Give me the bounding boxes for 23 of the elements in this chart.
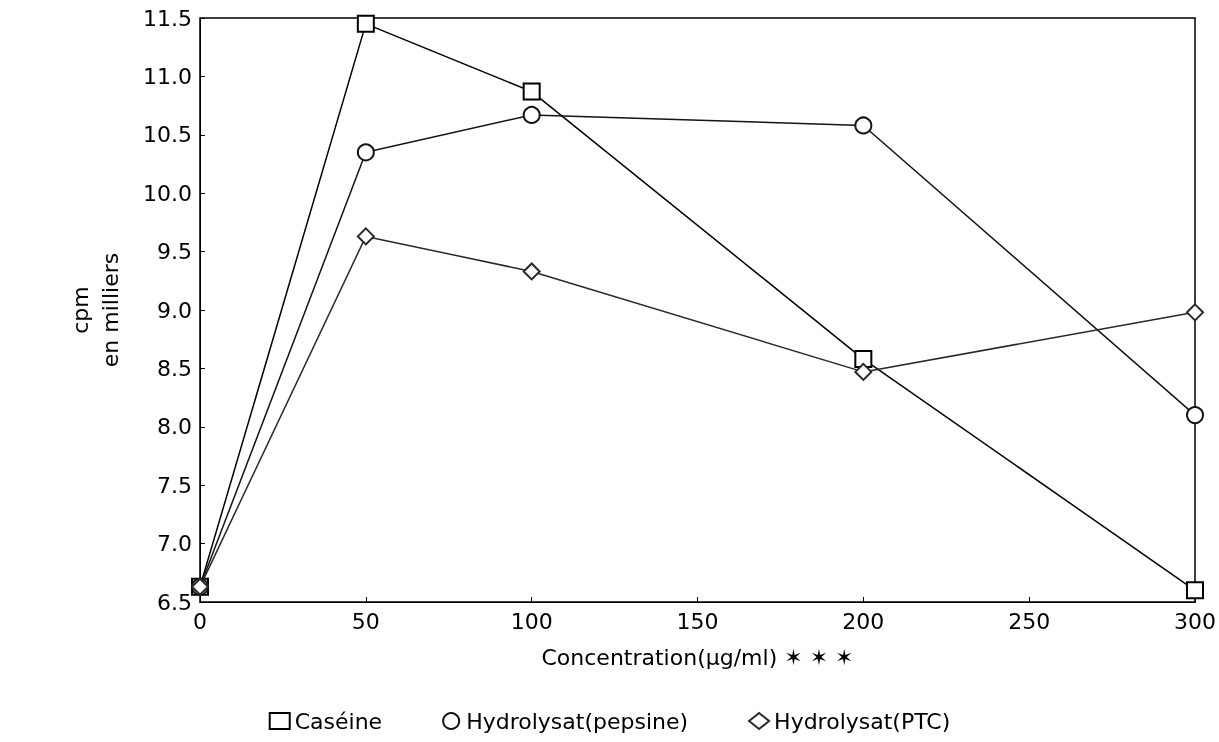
x-axis-title: Concentration(μg/ml) ✶ ✶ ✶ [541,644,854,670]
x-tick-label: 150 [676,608,719,634]
y-tick-label: 9.0 [157,297,192,323]
x-tick-label: 0 [193,608,207,634]
x-tick-label: 300 [1174,608,1216,634]
y-tick-label: 10.5 [143,122,192,148]
legend-label: Caséine [294,708,383,734]
legend-label: Hydrolysat(PTC) [774,708,951,734]
legend-label: Hydrolysat(pepsine) [466,708,689,734]
x-tick-label: 100 [510,608,553,634]
y-tick-label: 9.5 [157,239,192,265]
y-tick-label: 8.5 [157,355,192,381]
y-tick-label: 7.5 [157,472,192,498]
y-tick-label: 10.0 [143,180,192,206]
y-tick-label: 7.0 [157,531,192,557]
y-tick-label: 11.0 [143,63,192,89]
x-tick-label: 200 [842,608,885,634]
y-tick-label: 11.5 [143,5,192,31]
y-axis-title: cpm en milliers [67,252,123,368]
x-tick-label: 50 [351,608,380,634]
y-tick-label: 6.5 [157,589,192,615]
y-tick-label: 8.0 [157,414,192,440]
x-tick-label: 250 [1008,608,1051,634]
